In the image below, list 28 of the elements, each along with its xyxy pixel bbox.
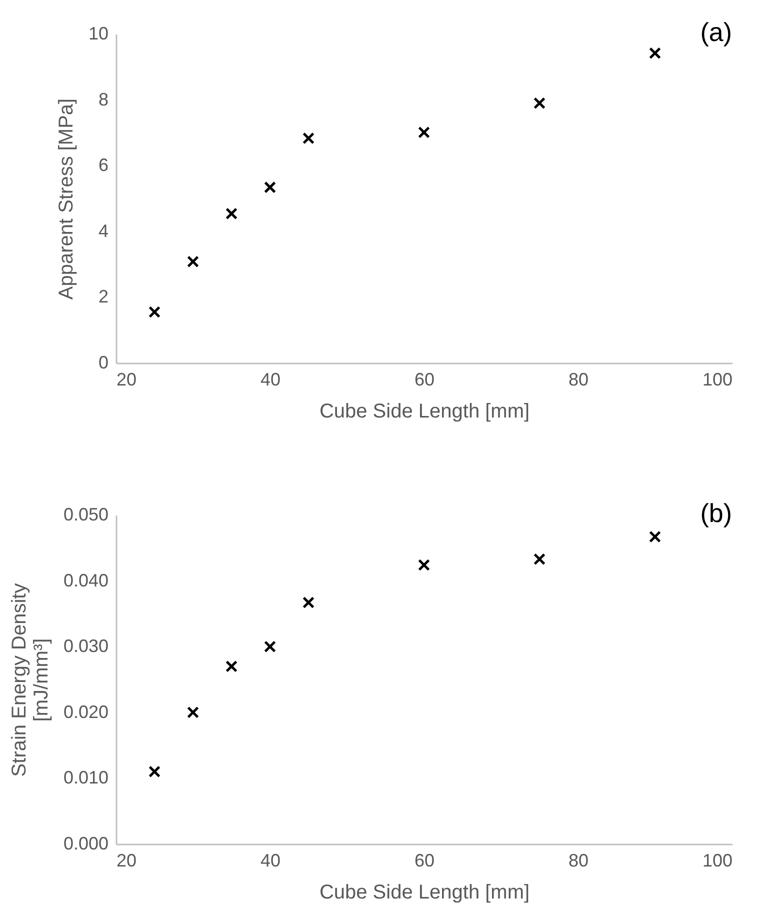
x-tick-label: 60 [414,370,435,390]
y-axis-title: Strain Energy Density [mJ/mm³] [8,583,52,777]
y-tick-label: 6 [98,155,108,176]
y-tick-label: 2 [98,286,108,307]
x-tick-label: 40 [260,850,281,870]
y-tick-label: 0.050 [63,504,108,524]
x-tick-label: 60 [414,850,435,870]
y-tick-label: 0 [98,352,108,372]
x-tick-label: 100 [702,850,732,870]
y-axis-title: Apparent Stress [MPa] [55,98,78,300]
y-tick-label: 0.030 [63,636,108,656]
x-tick-label: 80 [568,370,589,390]
y-tick-label: 10 [88,24,108,44]
x-tick-label: 80 [568,850,589,870]
annotation: (b) [700,498,732,528]
x-tick-label: 20 [116,850,137,870]
y-tick-label: 0.010 [63,768,108,788]
annotation: (a) [700,17,732,47]
x-axis-title: Cube Side Length [mm] [319,882,530,904]
x-tick-label: 40 [260,370,281,390]
x-axis-title: Cube Side Length [mm] [319,400,530,422]
x-tick-label: 20 [116,370,137,390]
y-tick-label: 0.000 [63,834,108,854]
y-tick-label: 4 [98,220,108,241]
y-tick-label: 0.020 [63,702,108,722]
y-tick-label: 0.040 [63,570,108,590]
y-tick-label: 8 [98,89,108,110]
x-tick-label: 100 [702,370,732,390]
